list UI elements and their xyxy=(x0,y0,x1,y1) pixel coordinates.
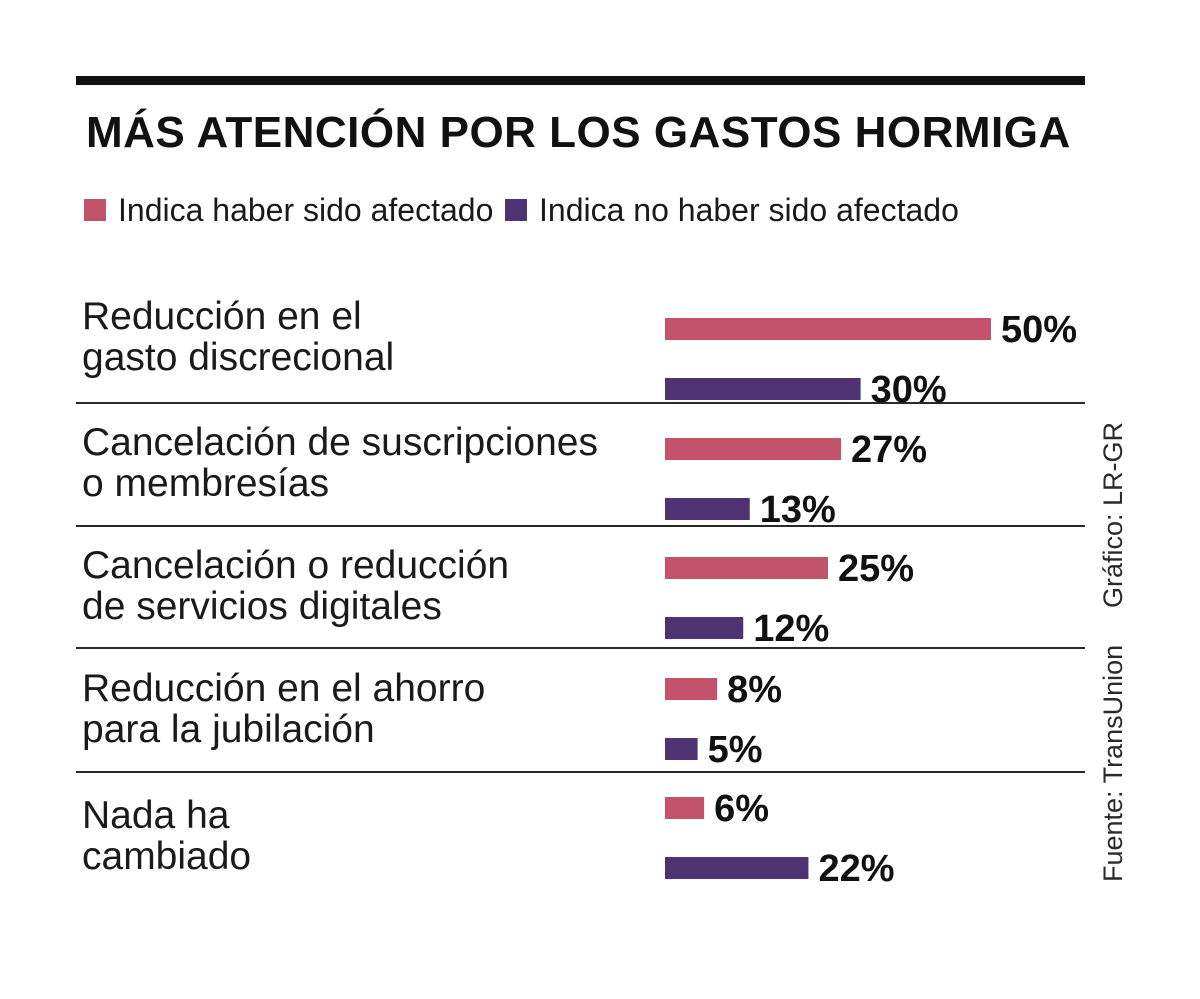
data-label: 22% xyxy=(818,848,894,890)
category-label: Cancelación o reducción de servicios dig… xyxy=(82,544,510,628)
row-divider xyxy=(76,525,1085,527)
bar-affected xyxy=(665,318,991,340)
data-label: 27% xyxy=(851,429,927,471)
row-divider xyxy=(76,402,1085,404)
bar-affected xyxy=(665,438,842,460)
row-divider xyxy=(76,771,1085,773)
data-label: 5% xyxy=(708,729,763,771)
bar-not-affected xyxy=(665,738,698,760)
top-rule xyxy=(76,76,1085,85)
bar-not-affected xyxy=(665,857,809,879)
data-label: 13% xyxy=(760,489,836,531)
legend-swatch-not-affected xyxy=(505,199,527,221)
data-label: 6% xyxy=(714,788,769,830)
row-divider xyxy=(76,647,1085,649)
legend-item-not-affected: Indica no haber sido afectado xyxy=(505,190,959,230)
data-label: 25% xyxy=(838,548,914,590)
bar-not-affected xyxy=(665,498,750,520)
category-label: Reducción en el gasto discrecional xyxy=(82,295,395,379)
category-label: Reducción en el ahorro para la jubilació… xyxy=(82,667,486,751)
data-label: 30% xyxy=(871,369,947,411)
data-label: 8% xyxy=(727,669,782,711)
source-note: Fuente: TransUnion xyxy=(1098,644,1128,882)
legend-item-affected: Indica haber sido afectado xyxy=(84,190,493,230)
category-label: Cancelación de suscripciones o membresía… xyxy=(82,421,598,505)
legend-swatch-affected xyxy=(84,199,106,221)
bar-affected xyxy=(665,797,705,819)
data-label: 50% xyxy=(1001,309,1077,351)
chart-title: MÁS ATENCIÓN POR LOS GASTOS HORMIGA xyxy=(86,108,1071,157)
credit-note: Gráfico: LR-GR xyxy=(1098,421,1128,608)
data-label: 12% xyxy=(753,608,829,650)
legend-label-affected: Indica haber sido afectado xyxy=(118,191,494,228)
category-label: Nada ha cambiado xyxy=(82,794,252,878)
bar-not-affected xyxy=(665,378,861,400)
bar-affected xyxy=(665,678,718,700)
bar-not-affected xyxy=(665,617,744,639)
legend-label-not-affected: Indica no haber sido afectado xyxy=(539,191,959,228)
bar-affected xyxy=(665,557,828,579)
